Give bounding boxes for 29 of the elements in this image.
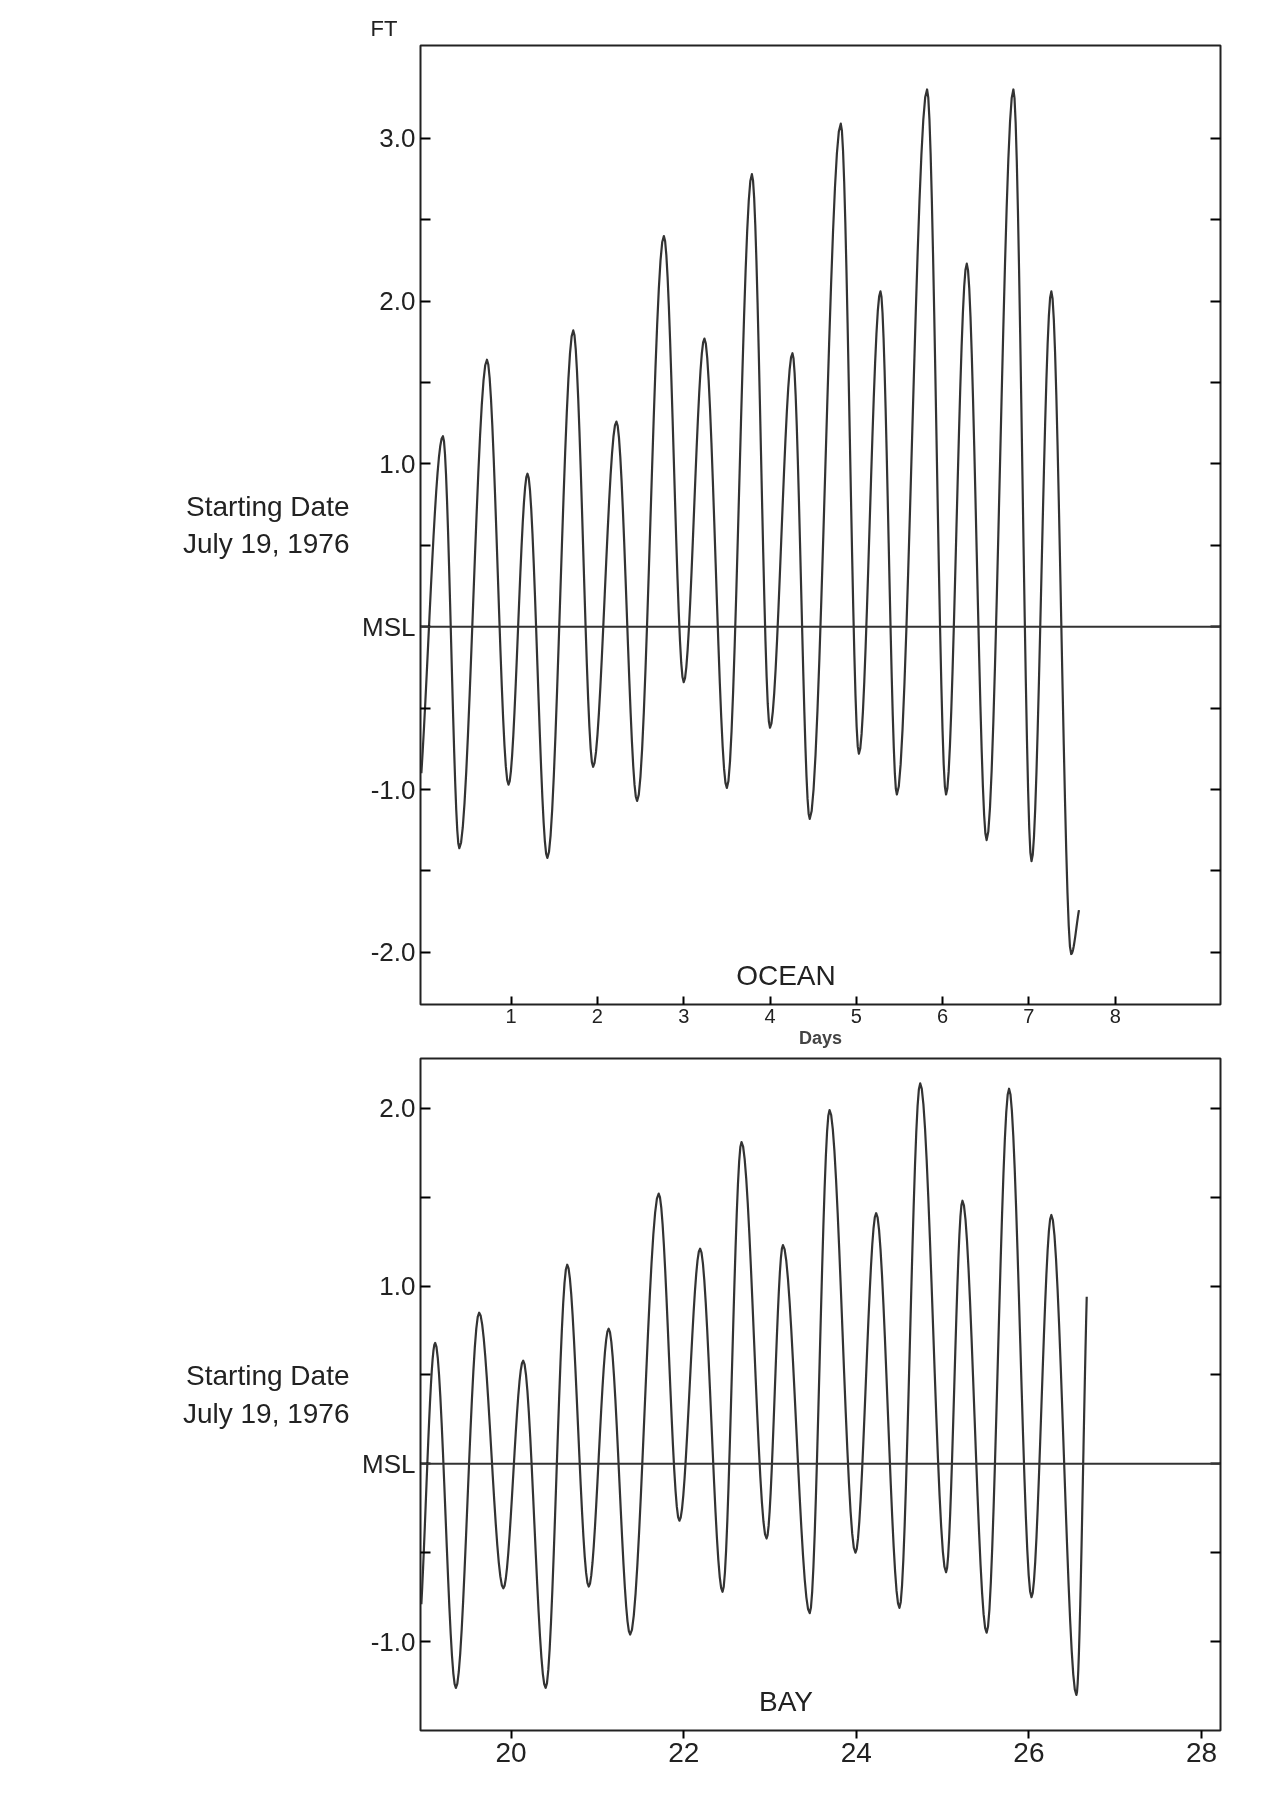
x-tick-label: 26 [1013, 1736, 1045, 1768]
y-tick-label: -1.0 [370, 774, 416, 805]
y-tick-label: 2.0 [379, 286, 416, 317]
y-tick-label: -2.0 [370, 937, 416, 968]
x-tick-label: 2 [591, 1004, 603, 1027]
y-tick-label: 1.0 [379, 448, 416, 479]
y-tick-label: 2.0 [379, 1093, 416, 1124]
y-axis-title: FT [370, 15, 398, 41]
x-tick-label: 22 [668, 1736, 700, 1768]
x-tick-label: 7 [1023, 1004, 1035, 1027]
text: BAY [759, 1685, 814, 1717]
x-tick-label: 8 [1109, 1004, 1121, 1027]
y-tick-label: 3.0 [379, 123, 416, 154]
x-tick-label: 1 [505, 1004, 517, 1027]
y-tick-label: MSL [362, 1448, 416, 1479]
x-tick-label: 5 [850, 1004, 862, 1027]
text: OCEAN [736, 959, 836, 991]
x-tick-label: 6 [937, 1004, 949, 1027]
text: Starting Date July 19, 1976 [182, 1360, 350, 1429]
x-tick-label: 28 [1185, 1736, 1218, 1768]
x-tick-label: 4 [764, 1004, 776, 1027]
y-tick-label: 1.0 [379, 1271, 416, 1302]
x-tick-label: 20 [495, 1736, 527, 1768]
y-tick-label: MSL [362, 611, 416, 642]
text: Starting Date July 19, 1976 [182, 490, 350, 560]
x-tick-label: 3 [678, 1004, 690, 1027]
x-axis-title: Days [798, 1027, 843, 1048]
x-tick-label: 24 [840, 1736, 872, 1768]
y-tick-label: -1.0 [370, 1626, 416, 1657]
